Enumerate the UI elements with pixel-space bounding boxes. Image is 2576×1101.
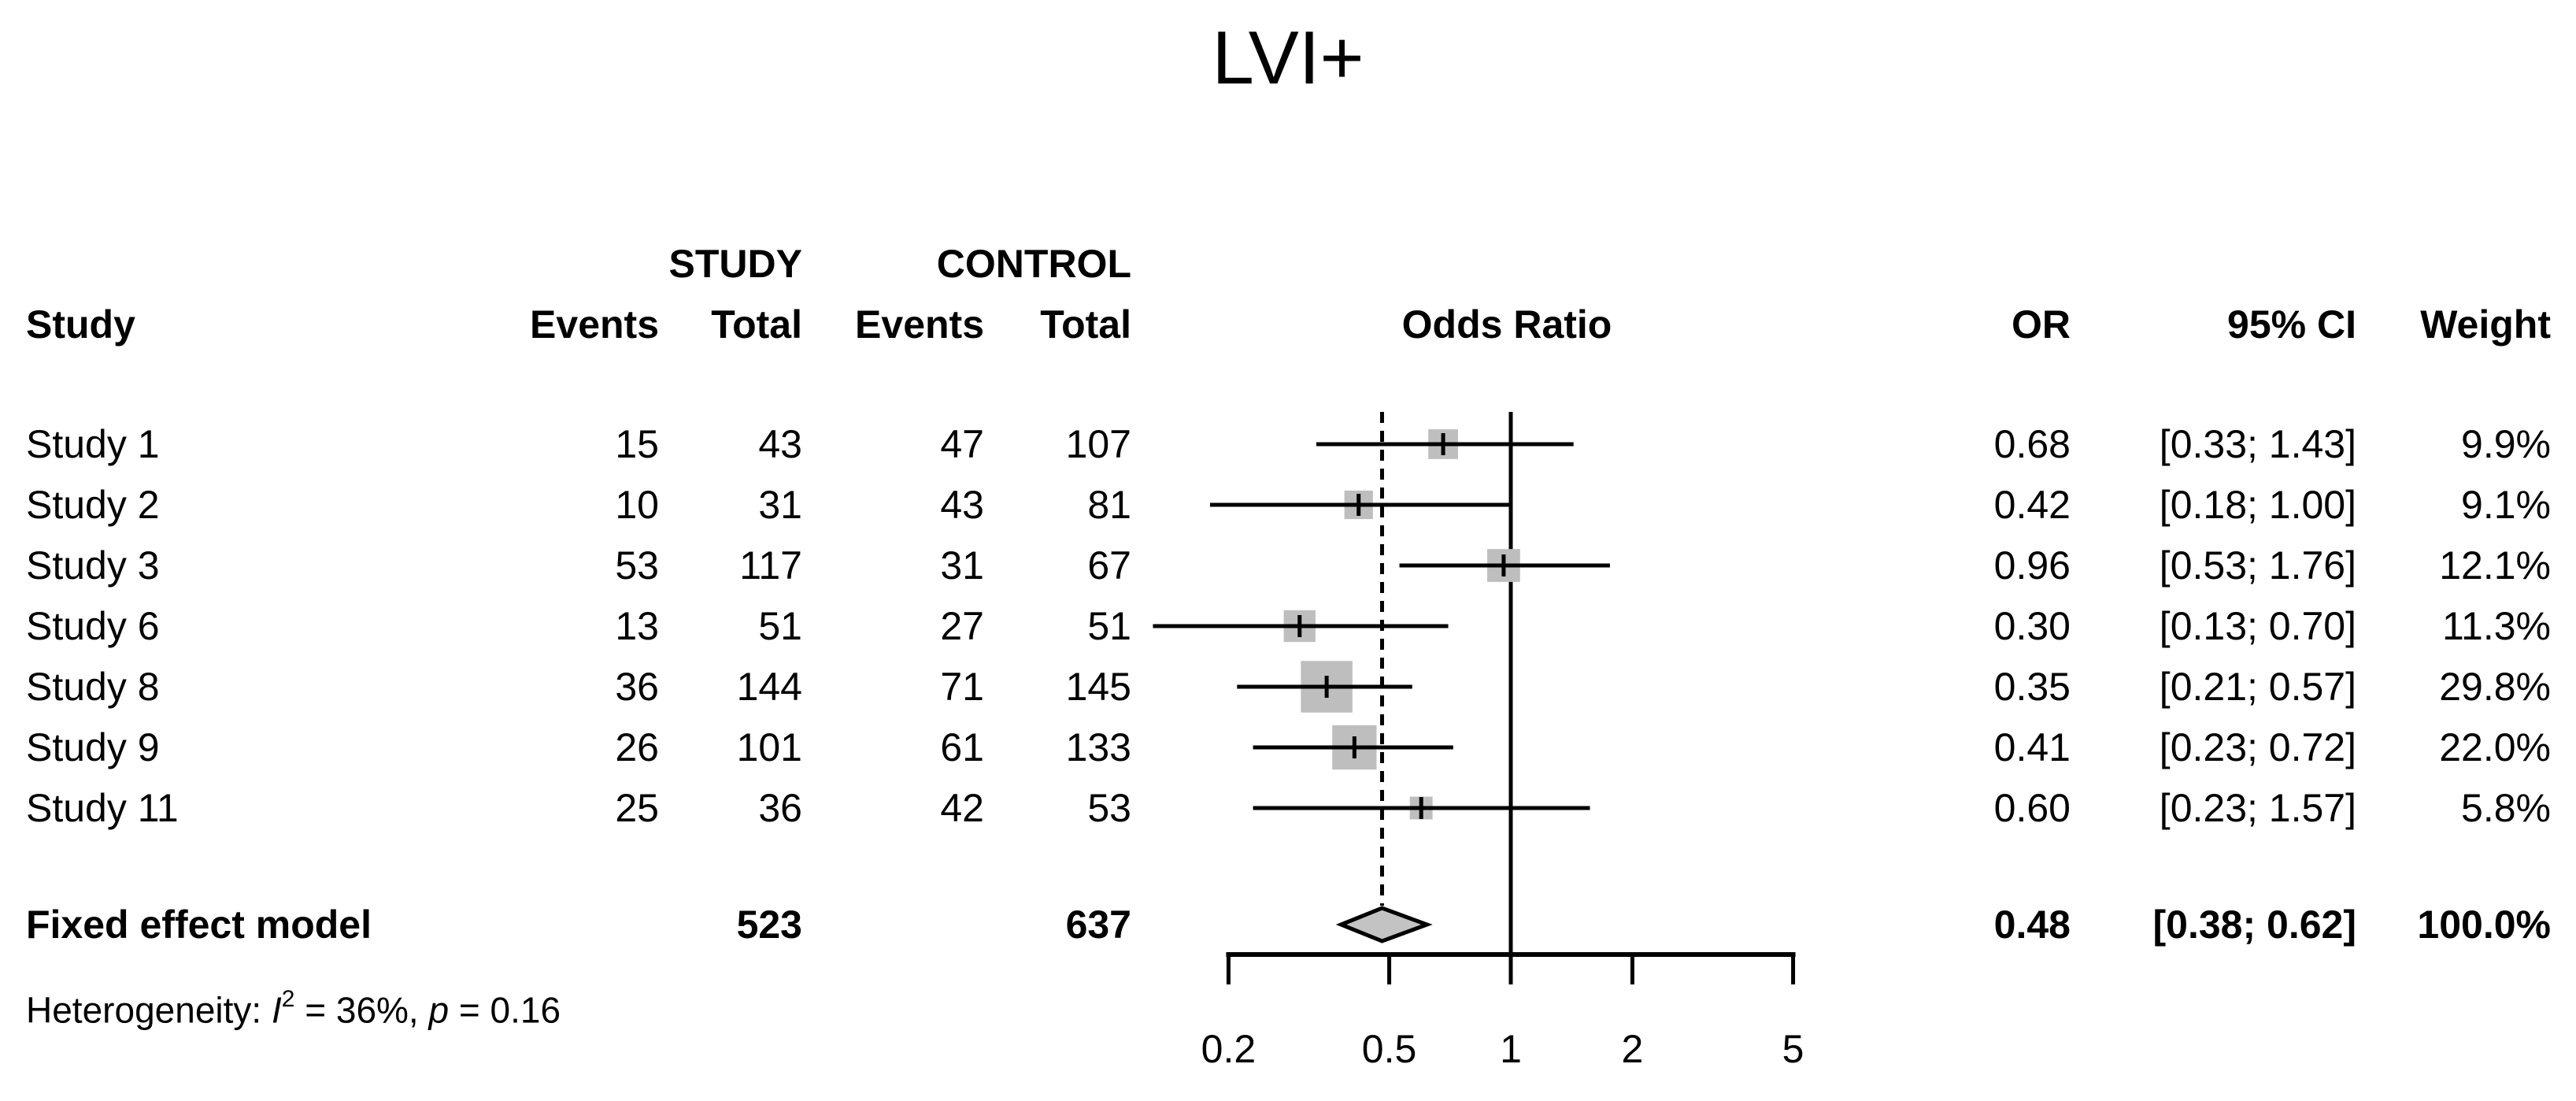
column-header-study-events: Events (530, 302, 659, 347)
column-header-study-total: Total (711, 302, 802, 347)
control-events-value: 27 (940, 604, 984, 648)
study-events-value: 10 (615, 483, 659, 527)
study-total-value: 117 (739, 543, 802, 588)
study-events-value: 53 (615, 543, 659, 588)
x-axis-tick-label: 2 (1621, 1027, 1644, 1071)
study-events-value: 25 (615, 786, 659, 830)
study-weight-square (1428, 429, 1458, 459)
study-weight-square (1301, 661, 1353, 713)
pooled-label: Fixed effect model (26, 903, 372, 947)
pooled-effect-diamond (1335, 906, 1433, 943)
x-axis-tick-label: 0.2 (1201, 1027, 1257, 1071)
control-events-value: 71 (940, 665, 984, 709)
study-events-value: 13 (615, 604, 659, 648)
study-weight-square (1344, 490, 1373, 520)
p-symbol: p (428, 989, 450, 1031)
control-events-value: 42 (940, 786, 984, 830)
study-events-value: 26 (615, 725, 659, 769)
study-label: Study 6 (26, 604, 160, 648)
study-total-value: 101 (736, 725, 802, 769)
study-weight-square (1332, 725, 1377, 770)
or-value: 0.42 (1993, 483, 2071, 527)
control-total-value: 133 (1065, 725, 1131, 769)
control-events-value: 31 (940, 543, 984, 588)
pooled-or-value: 0.48 (1993, 903, 2071, 947)
i-squared-exponent: 2 (281, 986, 295, 1012)
control-total-value: 81 (1087, 483, 1131, 527)
or-value: 0.30 (1993, 604, 2071, 648)
or-value: 0.68 (1993, 422, 2071, 466)
ci-value: [0.33; 1.43] (2159, 422, 2356, 466)
control-total-value: 51 (1087, 604, 1131, 648)
heterogeneity-note: Heterogeneity: I2 = 36%, p = 0.16 (26, 988, 561, 1031)
column-header-control-events: Events (855, 302, 984, 347)
study-label: Study 1 (26, 422, 160, 466)
study-weight-square (1283, 610, 1316, 643)
study-total-value: 36 (758, 786, 802, 830)
weight-value: 29.8% (2439, 665, 2551, 709)
ci-value: [0.21; 0.57] (2159, 665, 2356, 709)
pooled-weight-value: 100.0% (2417, 903, 2551, 947)
study-weight-square (1487, 549, 1520, 582)
control-total-value: 53 (1087, 786, 1131, 830)
pooled-ci-value: [0.38; 0.62] (2152, 903, 2356, 947)
study-total-value: 51 (758, 604, 802, 648)
heterogeneity-prefix: Heterogeneity: (26, 989, 272, 1031)
control-events-value: 43 (940, 483, 984, 527)
weight-value: 9.1% (2461, 483, 2551, 527)
weight-value: 11.3% (2441, 604, 2551, 648)
study-label: Study 11 (26, 786, 179, 830)
p-value: = 0.16 (449, 989, 561, 1031)
weight-value: 22.0% (2439, 725, 2551, 769)
column-header-control-total: Total (1040, 302, 1131, 347)
control-events-value: 61 (940, 725, 984, 769)
study-total-value: 43 (758, 422, 802, 466)
x-axis-tick-label: 0.5 (1361, 1027, 1417, 1071)
control-events-value: 47 (940, 422, 984, 466)
or-value: 0.41 (1993, 725, 2071, 769)
control-total-value: 67 (1087, 543, 1131, 588)
weight-value: 9.9% (2461, 422, 2551, 466)
study-events-value: 36 (615, 665, 659, 709)
x-axis-tick-label: 1 (1500, 1027, 1522, 1071)
i-squared-symbol: I (271, 989, 282, 1031)
pooled-control-total: 637 (1065, 903, 1131, 947)
column-header-weight: Weight (2420, 302, 2551, 347)
ci-value: [0.13; 0.70] (2159, 604, 2356, 648)
pooled-study-total: 523 (736, 903, 802, 947)
column-header-study: Study (26, 302, 135, 347)
study-total-value: 31 (758, 483, 802, 527)
study-label: Study 3 (26, 543, 160, 588)
column-group-header-control: CONTROL (936, 242, 1131, 286)
or-value: 0.35 (1993, 665, 2071, 709)
x-axis-tick-label: 5 (1782, 1027, 1804, 1071)
study-events-value: 15 (615, 422, 659, 466)
weight-value: 12.1% (2439, 543, 2551, 588)
study-label: Study 9 (26, 725, 160, 769)
ci-value: [0.23; 1.57] (2159, 786, 2356, 830)
weight-value: 5.8% (2461, 786, 2551, 830)
column-header-odds-ratio: Odds Ratio (1401, 302, 1612, 347)
study-label: Study 8 (26, 665, 160, 709)
column-group-header-study: STUDY (668, 242, 802, 286)
control-total-value: 145 (1065, 665, 1131, 709)
study-total-value: 144 (736, 665, 802, 709)
ci-value: [0.18; 1.00] (2159, 483, 2356, 527)
control-total-value: 107 (1065, 422, 1131, 466)
study-label: Study 2 (26, 483, 160, 527)
study-weight-square (1409, 796, 1433, 820)
heterogeneity-value: = 36%, (294, 989, 429, 1031)
ci-value: [0.53; 1.76] (2159, 543, 2356, 588)
ci-value: [0.23; 0.72] (2159, 725, 2356, 769)
figure-title: LVI+ (1212, 16, 1364, 100)
column-header-95ci: 95% CI (2227, 302, 2356, 347)
or-value: 0.96 (1993, 543, 2071, 588)
or-value: 0.60 (1993, 786, 2071, 830)
column-header-or: OR (2012, 302, 2071, 347)
